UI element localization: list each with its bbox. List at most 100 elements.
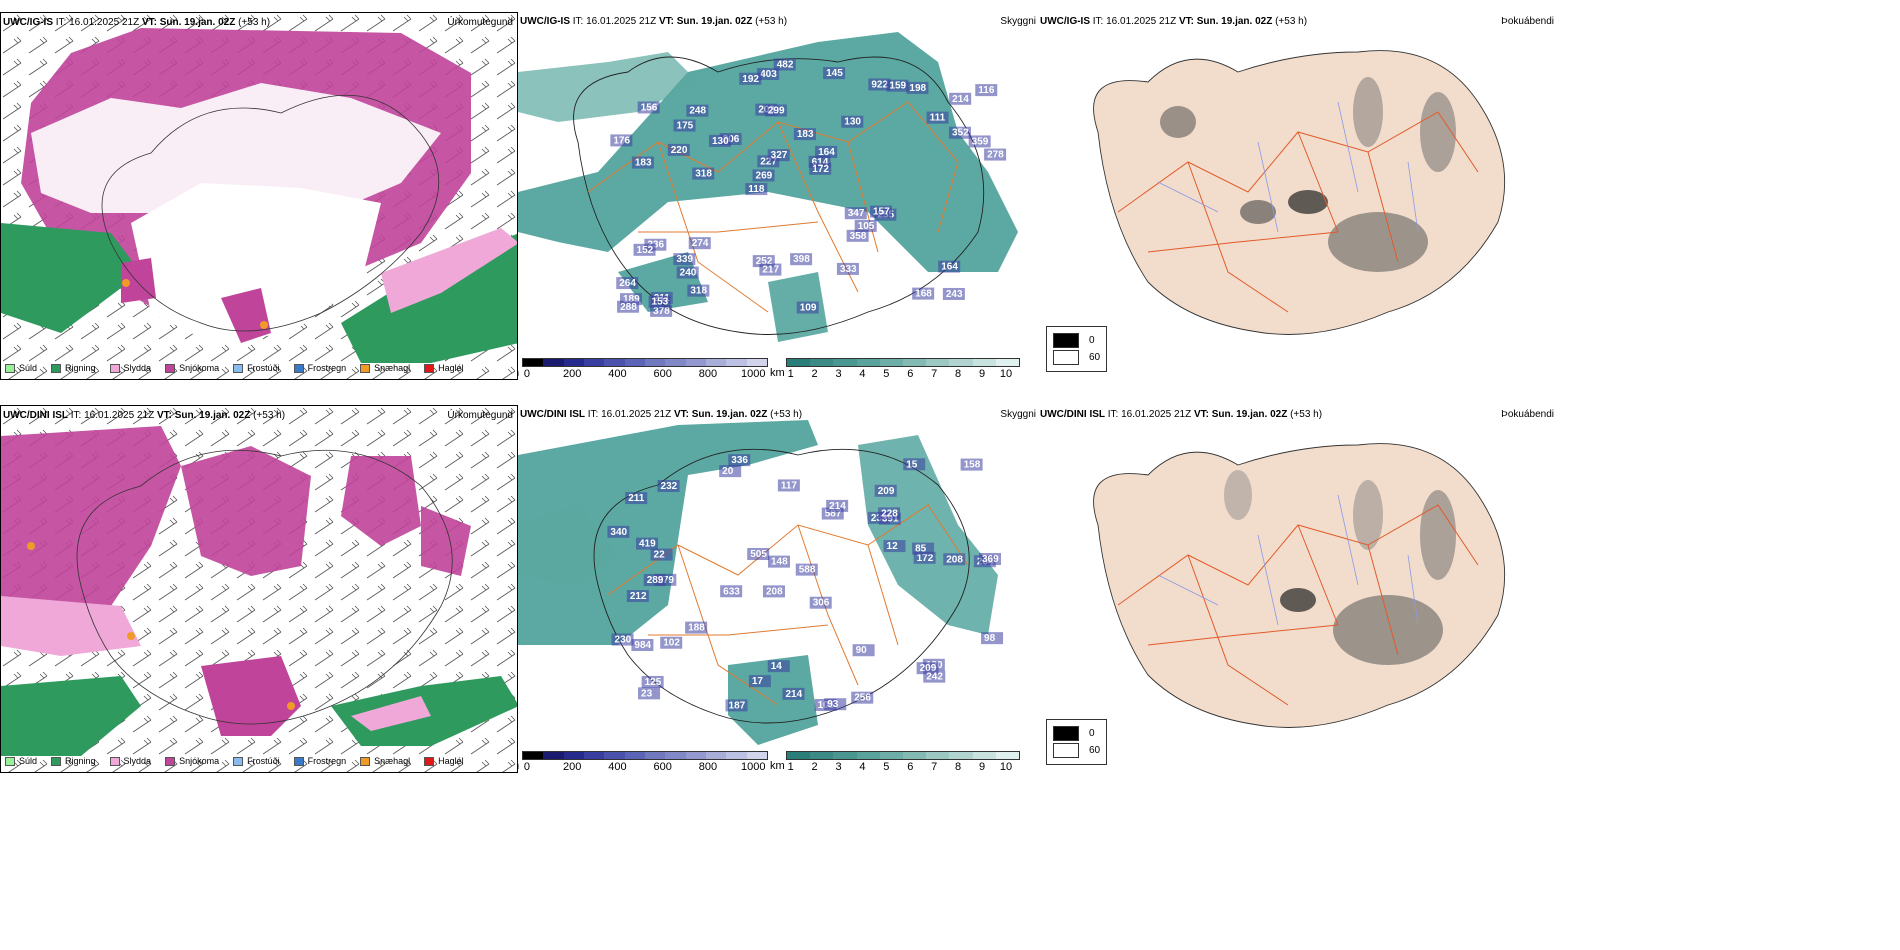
cloud-cell — [650, 304, 673, 317]
cloud-base-label: 172 — [812, 164, 829, 175]
cloud-cell — [906, 81, 929, 94]
cloud-cell — [782, 687, 805, 700]
cloud-base-labels: 2431832141181302112031832362062642402991… — [610, 58, 1007, 317]
legend-swatch — [233, 363, 244, 373]
legend-item: Slydda — [109, 756, 151, 766]
fog-index-panel-igis: UWC/IG-IS IT: 16.01.2025 21Z VT: Sun. 19… — [1038, 12, 1558, 380]
panel-type-label: Skyggni — [1000, 16, 1036, 27]
colorbar-tick-label: 400 — [608, 761, 627, 773]
cloud-cell — [836, 262, 859, 275]
cloud-base-label: 482 — [777, 60, 794, 71]
colorbar-ticks: 0 200 400 600 800 1000 — [522, 760, 768, 773]
cloud-base-label: 145 — [826, 68, 843, 79]
cloud-base-label: 614 — [812, 157, 829, 168]
cloud-cell — [660, 636, 683, 649]
cloud-base-label: 102 — [663, 638, 680, 649]
cloud-base-label: 279 — [657, 575, 674, 586]
colorbar-tick-label: 8 — [955, 761, 962, 773]
legend-swatch — [1053, 350, 1079, 365]
cloud-base-label: 17 — [752, 676, 764, 687]
colorbar-segment — [644, 752, 666, 759]
cloud-cell — [960, 458, 983, 471]
cloud-base-label: 212 — [630, 591, 647, 602]
cloud-base-label: 117 — [781, 480, 798, 491]
cloud-cell — [610, 134, 633, 147]
cloud-base-label: 116 — [978, 85, 995, 96]
precip-map — [1, 13, 517, 379]
cloud-cell — [913, 551, 936, 564]
cloud-base-label: 130 — [844, 117, 861, 128]
init-time: IT: 16.01.2025 21Z — [585, 409, 674, 420]
legend-item: Frostúði — [233, 756, 280, 766]
colorbar-segment — [665, 752, 686, 759]
cloud-cell — [673, 253, 696, 266]
colorbar-segment — [523, 359, 544, 366]
legend-swatch — [360, 363, 371, 373]
model-name: UWC/IG-IS — [3, 17, 53, 28]
colorbar-tick-label: 9 — [978, 761, 986, 773]
cloud-base-label: 20 — [722, 466, 734, 477]
legend-swatch — [360, 756, 371, 766]
cloud-base-label: 118 — [748, 184, 765, 195]
colorbar-tick-label: 5 — [883, 368, 890, 380]
cloud-base-label: 208 — [946, 554, 963, 565]
cloud-map-0: 2431832141181302112031832362062642402991… — [518, 32, 1018, 342]
cloud-base-label: 278 — [987, 150, 1004, 161]
cloud-cell — [851, 691, 874, 704]
cloud-base-label: 214 — [952, 94, 969, 105]
cloud-base-label: 243 — [946, 289, 963, 300]
colorbar-tick-label: 6 — [907, 761, 914, 773]
precip-type-legend: Súld Rigning Slydda Snjókoma Frostúði Fr… — [5, 363, 464, 373]
colorbar-tick-label: 7 — [931, 761, 938, 773]
panel-type-label: Skyggni — [1000, 409, 1036, 420]
cloud-base-label: 168 — [915, 289, 932, 300]
cloud-cell — [759, 263, 782, 276]
cloud-base-label: 158 — [964, 460, 981, 471]
fog-index-legend: 0 60 — [1046, 719, 1108, 765]
legend-item: Slydda — [109, 363, 151, 373]
model-name: UWC/DINI ISL — [3, 410, 68, 421]
cloud-base-label: 358 — [850, 231, 867, 242]
cloud-cell — [981, 632, 1004, 645]
colorbar-unit: km — [770, 367, 785, 379]
colorbar-tick-label: 400 — [608, 368, 627, 380]
lead-time: (+53 h) — [767, 409, 803, 420]
colorbar-segment — [543, 359, 564, 366]
model-name: UWC/IG-IS — [1040, 16, 1090, 27]
colorbar-segment — [665, 359, 686, 366]
cloud-cell — [809, 596, 832, 609]
cloud-cell — [883, 540, 906, 553]
cloud-cell — [719, 465, 742, 478]
cloud-cell — [874, 484, 897, 497]
cloud-base-label: 230 — [615, 635, 632, 646]
cloud-cell — [688, 237, 711, 250]
cloud-base-label: 23 — [641, 688, 653, 699]
colorbar-segment — [787, 752, 811, 759]
colorbar-tick-label: 0 — [523, 761, 530, 773]
cloud-base-label: 164 — [941, 262, 958, 273]
visibility-colorbar: 1 2 3 4 5 6 7 8 9 10 km — [770, 751, 1020, 773]
cloud-base-label: 214 — [785, 689, 802, 700]
cloud-cell — [650, 548, 673, 561]
cloud-cell — [637, 101, 660, 114]
cloud-cell — [636, 537, 659, 550]
panel-type-label: Úrkomutegund — [447, 410, 513, 421]
cloud-cell — [667, 143, 690, 156]
colorbar-tick-label: 8 — [955, 368, 962, 380]
fog-index-legend: 0 60 — [1046, 326, 1108, 372]
colorbar-segment — [624, 752, 645, 759]
colorbar-strip — [786, 358, 1020, 367]
cloud-cell — [607, 525, 630, 538]
colorbar-segment — [810, 359, 834, 366]
colorbar-unit: km — [770, 760, 785, 772]
cloud-base-label: 403 — [760, 69, 777, 80]
precip-type-legend: Súld Rigning Slydda Snjókoma Frostúði Fr… — [5, 756, 464, 766]
colorbar-segment — [726, 359, 747, 366]
colorbar-ticks: 0 200 400 600 800 1000 — [522, 367, 768, 380]
cloud-base-label: 369 — [982, 554, 999, 565]
cloud-cell — [767, 555, 790, 568]
model-name: UWC/IG-IS — [520, 16, 570, 27]
cloud-base-label: 333 — [840, 264, 857, 275]
cloud-base-label: 289 — [647, 575, 664, 586]
legend-swatch — [424, 756, 435, 766]
